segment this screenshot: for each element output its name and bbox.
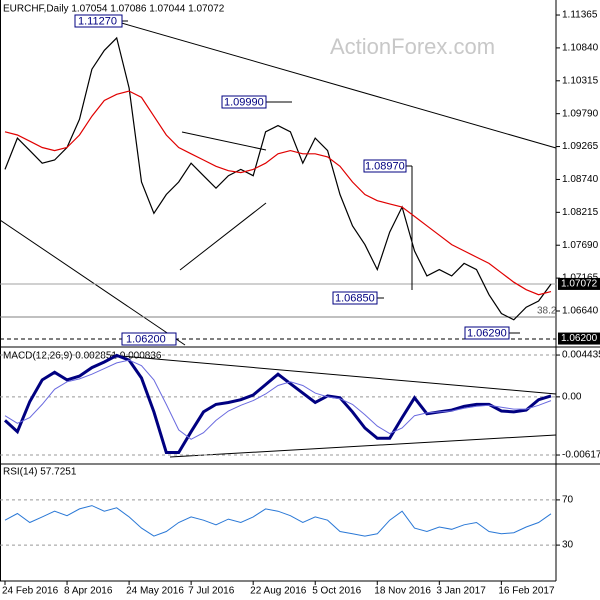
watermark: ActionForex.com [330, 34, 495, 59]
x-tick-label: 22 Aug 2016 [250, 586, 307, 597]
price-marker [558, 332, 600, 345]
annotation: 1.06850 [335, 292, 375, 304]
annotation-box [332, 291, 378, 305]
y-tick-label: 1.11365 [562, 10, 598, 21]
price-marker-label: 1.06200 [561, 333, 598, 344]
panel-title: MACD(12,26,9) 0.002851 0.000836 [3, 351, 162, 362]
annotation: 1.06290 [467, 327, 507, 339]
annotation: 1.11270 [78, 15, 117, 27]
trend-line [179, 202, 267, 271]
trend-line [109, 354, 557, 395]
price-marker-label: 1.07072 [561, 279, 598, 290]
x-tick-label: 24 May 2016 [126, 586, 184, 597]
annotation: 1.06200 [126, 333, 166, 345]
panel-title: RSI(14) 57.7251 [3, 467, 77, 478]
x-tick-label: 8 Apr 2016 [64, 586, 113, 597]
y-tick-label: 1.10315 [562, 75, 599, 86]
x-tick-label: 24 Feb 2016 [2, 586, 59, 597]
x-tick-label: 3 Jan 2017 [436, 586, 486, 597]
trend-line [117, 21, 557, 149]
x-tick-label: 16 Feb 2017 [498, 586, 555, 597]
annotation: 1.09990 [224, 96, 264, 108]
annotation-box [221, 95, 267, 109]
y-tick-label: 30 [562, 540, 574, 551]
trend-line [0, 219, 186, 346]
trend-line [169, 434, 557, 458]
y-tick-label: 0.00 [562, 391, 582, 402]
y-tick-label: 1.09265 [562, 141, 599, 152]
y-tick-label: 1.06640 [562, 306, 599, 317]
y-tick-label: 1.07690 [562, 240, 599, 251]
annotation: 1.08970 [365, 160, 405, 172]
header: EURCHF,Daily 1.07054 1.07086 1.07044 1.0… [3, 4, 225, 15]
series-line [3, 353, 552, 454]
price-marker [558, 277, 600, 290]
y-tick-label: 1.10840 [562, 43, 599, 54]
annotation-box [121, 332, 177, 346]
annotation-box [464, 326, 510, 340]
x-tick-label: 5 Oct 2016 [312, 586, 361, 597]
series-line [4, 90, 552, 296]
y-tick-label: 0.004435 [562, 350, 600, 361]
y-tick-label: 1.08215 [562, 207, 599, 218]
annotation-box [74, 14, 123, 28]
y-tick-label: -0.00617 [562, 450, 600, 461]
series-line [4, 36, 552, 321]
annotations: 1.11270 1.09990 1.08970 1.06850 1.06290 … [74, 14, 557, 346]
fib-label: 38.2 [537, 306, 557, 317]
annotation-box [363, 159, 407, 173]
x-tick-label: 7 Jul 2016 [188, 586, 235, 597]
series-line [4, 505, 552, 537]
series-line [4, 359, 552, 440]
y-tick-label: 1.08740 [562, 174, 599, 185]
y-tick-label: 1.09790 [562, 108, 599, 119]
x-tick-label: 18 Nov 2016 [374, 586, 431, 597]
y-tick-label: 70 [562, 495, 574, 506]
trend-line [181, 131, 267, 151]
